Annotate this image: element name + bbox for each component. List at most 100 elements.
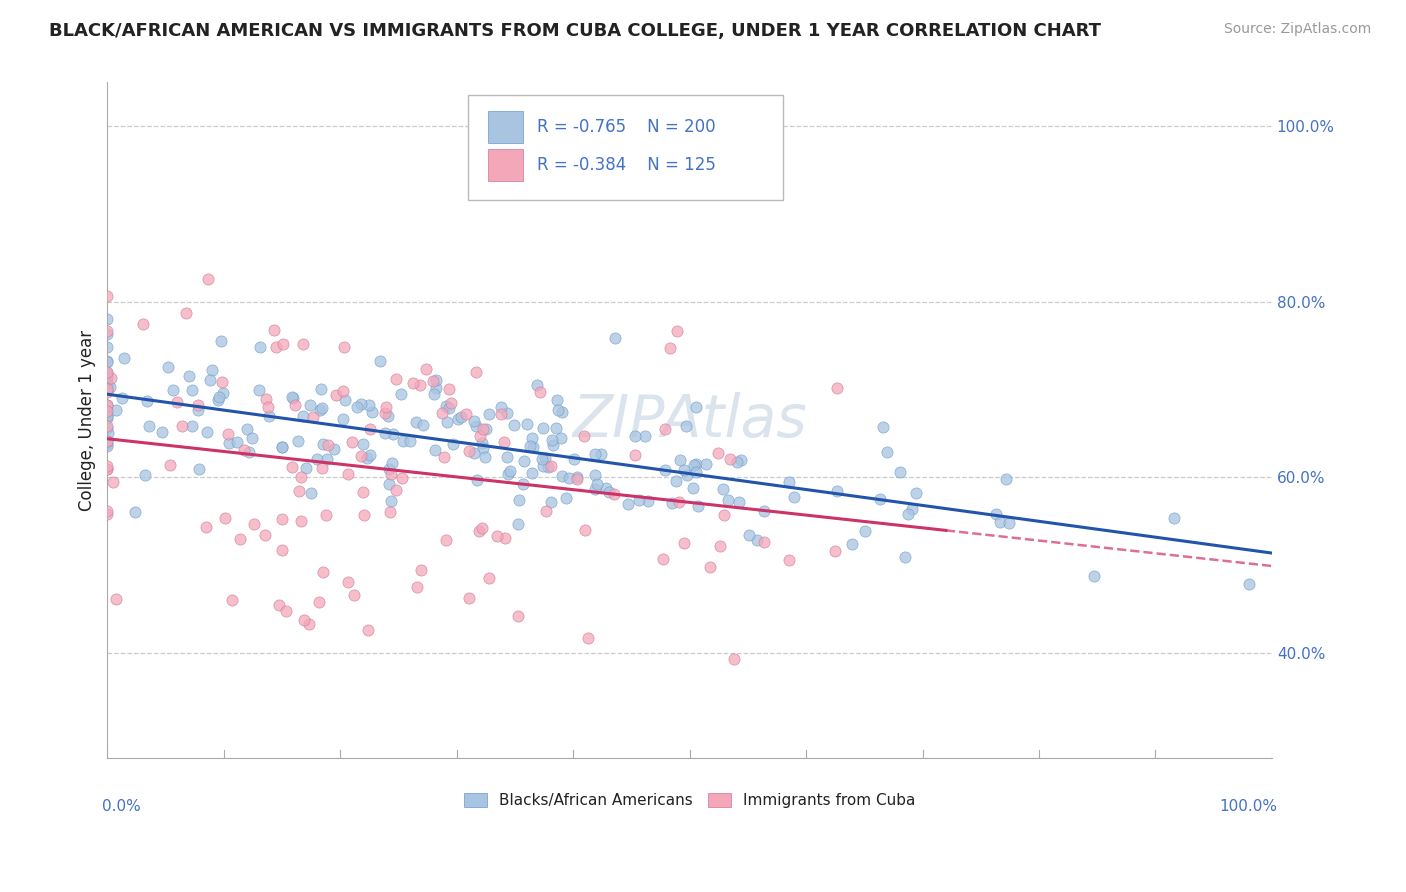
Point — [96, 380, 118, 394]
Point — [893, 550, 915, 565]
Point — [157, 360, 180, 375]
Point — [564, 451, 586, 466]
Y-axis label: College, Under 1 year: College, Under 1 year — [79, 329, 96, 511]
Point — [333, 392, 356, 407]
Point — [474, 450, 496, 465]
Point — [425, 381, 447, 395]
Point — [547, 403, 569, 417]
Point — [96, 372, 118, 386]
Point — [377, 462, 399, 476]
Point — [433, 450, 456, 464]
Point — [540, 458, 562, 473]
Point — [471, 520, 494, 534]
Point — [541, 433, 564, 447]
Point — [316, 438, 339, 452]
Point — [471, 436, 494, 450]
Point — [323, 442, 346, 456]
Point — [105, 403, 128, 417]
Point — [315, 508, 337, 523]
Text: BLACK/AFRICAN AMERICAN VS IMMIGRANTS FROM CUBA COLLEGE, UNDER 1 YEAR CORRELATION: BLACK/AFRICAN AMERICAN VS IMMIGRANTS FRO… — [49, 22, 1101, 40]
Point — [627, 493, 650, 508]
Point — [754, 535, 776, 549]
Point — [96, 507, 118, 521]
Point — [298, 617, 321, 632]
Point — [307, 451, 329, 466]
Point — [295, 460, 318, 475]
Point — [301, 410, 323, 425]
Point — [96, 365, 118, 379]
Point — [247, 383, 270, 397]
Point — [869, 491, 891, 506]
Point — [360, 404, 382, 418]
Point — [359, 421, 381, 435]
Point — [423, 387, 446, 401]
Point — [287, 483, 309, 498]
Point — [405, 580, 427, 594]
Point — [503, 418, 526, 433]
Point — [299, 485, 322, 500]
Point — [236, 422, 259, 436]
Point — [468, 429, 491, 443]
Point — [96, 398, 118, 412]
Point — [242, 517, 264, 532]
Point — [583, 482, 606, 496]
Point — [463, 414, 485, 428]
Point — [377, 409, 399, 423]
Point — [166, 395, 188, 409]
FancyBboxPatch shape — [488, 149, 523, 181]
Point — [489, 407, 512, 421]
Point — [124, 505, 146, 519]
Point — [97, 425, 120, 440]
Point — [669, 453, 692, 467]
Point — [685, 457, 707, 471]
Point — [291, 409, 314, 423]
Point — [409, 377, 432, 392]
Point — [754, 504, 776, 518]
Point — [463, 446, 485, 460]
Point — [96, 382, 118, 396]
Point — [586, 476, 609, 491]
Point — [270, 542, 292, 557]
Point — [603, 330, 626, 344]
Point — [98, 380, 121, 394]
Point — [659, 341, 682, 355]
Point — [486, 529, 509, 543]
Point — [352, 485, 374, 500]
Point — [889, 465, 911, 479]
Point — [666, 324, 689, 338]
Point — [506, 516, 529, 531]
Point — [988, 516, 1011, 530]
Point — [783, 490, 806, 504]
Point — [256, 401, 278, 415]
Point — [96, 354, 118, 368]
Point — [357, 623, 380, 637]
Point — [853, 524, 876, 538]
Point — [332, 384, 354, 398]
Point — [513, 454, 536, 468]
Point — [375, 400, 398, 414]
Point — [138, 419, 160, 434]
Point — [558, 471, 581, 485]
Point — [96, 369, 118, 384]
FancyBboxPatch shape — [468, 95, 783, 201]
Point — [422, 375, 444, 389]
Point — [711, 482, 734, 496]
Point — [283, 398, 305, 412]
Point — [434, 399, 457, 413]
Point — [668, 495, 690, 509]
Point — [984, 507, 1007, 521]
Point — [824, 544, 846, 558]
Point — [425, 373, 447, 387]
Point — [637, 494, 659, 508]
Point — [492, 435, 515, 450]
Point — [994, 472, 1017, 486]
Point — [685, 465, 707, 479]
Point — [447, 412, 470, 426]
Point — [380, 493, 402, 508]
Point — [412, 417, 434, 432]
Point — [159, 458, 181, 472]
Point — [309, 382, 332, 396]
Point — [356, 450, 378, 465]
Point — [271, 512, 294, 526]
Point — [96, 367, 118, 381]
